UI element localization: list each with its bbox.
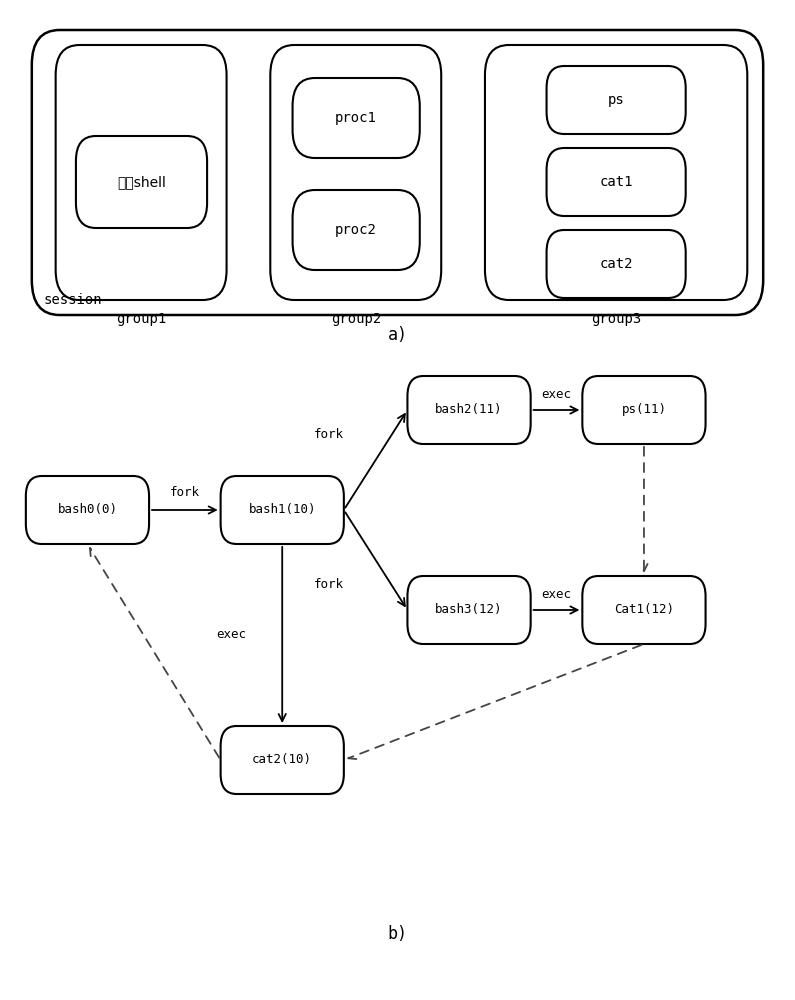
FancyBboxPatch shape <box>220 476 343 544</box>
Text: cat2: cat2 <box>599 257 633 271</box>
Text: 登录shell: 登录shell <box>117 175 166 189</box>
Text: fork: fork <box>170 486 200 498</box>
Text: proc2: proc2 <box>335 223 377 237</box>
FancyBboxPatch shape <box>582 576 706 644</box>
Text: fork: fork <box>314 578 343 591</box>
FancyBboxPatch shape <box>56 45 227 300</box>
FancyBboxPatch shape <box>220 726 343 794</box>
Text: exec: exec <box>216 629 246 642</box>
FancyBboxPatch shape <box>293 190 420 270</box>
Text: a): a) <box>387 326 408 344</box>
FancyBboxPatch shape <box>293 78 420 158</box>
FancyBboxPatch shape <box>25 476 149 544</box>
Text: exec: exec <box>541 587 572 600</box>
FancyBboxPatch shape <box>485 45 747 300</box>
FancyBboxPatch shape <box>582 376 706 444</box>
Text: ps(11): ps(11) <box>622 403 666 416</box>
FancyBboxPatch shape <box>76 136 207 228</box>
FancyBboxPatch shape <box>270 45 441 300</box>
Text: exec: exec <box>541 387 572 400</box>
Text: bash3(12): bash3(12) <box>436 603 502 616</box>
FancyBboxPatch shape <box>547 148 685 216</box>
FancyBboxPatch shape <box>407 376 531 444</box>
Text: bash0(0): bash0(0) <box>57 504 118 516</box>
FancyBboxPatch shape <box>547 230 685 298</box>
Text: Cat1(12): Cat1(12) <box>614 603 674 616</box>
FancyBboxPatch shape <box>32 30 763 315</box>
Text: ps: ps <box>607 93 625 107</box>
Text: b): b) <box>387 925 408 943</box>
FancyBboxPatch shape <box>547 66 685 134</box>
Text: group3: group3 <box>591 312 642 326</box>
FancyBboxPatch shape <box>407 576 531 644</box>
Text: group1: group1 <box>116 312 166 326</box>
Text: session: session <box>44 293 103 307</box>
Text: cat2(10): cat2(10) <box>252 754 312 766</box>
Text: group2: group2 <box>331 312 381 326</box>
Text: fork: fork <box>314 428 343 441</box>
Text: bash1(10): bash1(10) <box>249 504 316 516</box>
Text: bash2(11): bash2(11) <box>436 403 502 416</box>
Text: proc1: proc1 <box>335 111 377 125</box>
Text: cat1: cat1 <box>599 175 633 189</box>
